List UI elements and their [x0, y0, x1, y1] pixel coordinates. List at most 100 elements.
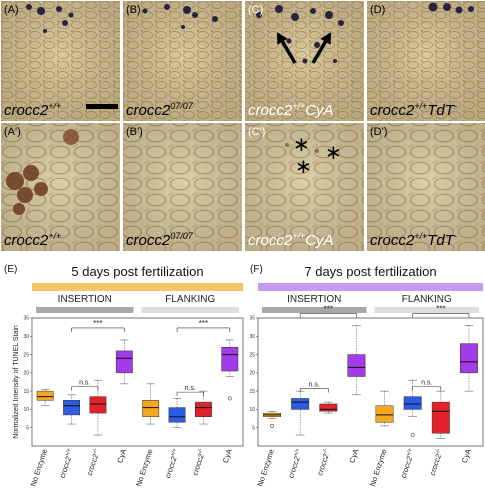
tunel-stain-dot [43, 29, 47, 33]
genotype-label: crocc2+/+TdT- [370, 101, 457, 119]
category-label: crocc2+/+ [286, 447, 304, 479]
outlier-point [410, 433, 415, 437]
panel-label: (D') [370, 126, 387, 138]
box-iqr [431, 401, 450, 434]
tunel-stain-dot [164, 4, 170, 10]
section-label: INSERTION [287, 294, 341, 305]
panel-label: (B') [126, 126, 143, 138]
asterisk-icon: ∗ [295, 156, 312, 178]
box-2 [89, 379, 107, 436]
tunel-stain-dot [34, 182, 48, 196]
timepoint-header-bar [32, 283, 243, 291]
micrograph-panel: (C) crocc2+/+CyA [245, 1, 364, 121]
tunel-stain-dot [468, 6, 474, 12]
genotype-label: crocc207/07 [126, 101, 194, 119]
box-3 [115, 339, 133, 385]
box-chart: (F) 7 days post fertilization 5 10 15 20 25 30 3… [249, 264, 484, 488]
category-label: No Enzyme [255, 448, 276, 488]
box-iqr [375, 405, 394, 423]
comparison-bracket: *** [71, 319, 125, 332]
box-iqr [115, 350, 133, 374]
category-label: CyA [460, 448, 473, 464]
box-2 [431, 390, 450, 439]
tunel-stain-dot [183, 6, 191, 14]
section-bar [141, 307, 239, 313]
tunel-stain-dot [6, 172, 24, 190]
ns-label: n.s. [79, 380, 90, 387]
tunel-stain-dot [68, 12, 74, 18]
box-1 [291, 390, 310, 436]
scale-bar [86, 104, 118, 109]
category-label: crocc2-/- [85, 448, 102, 477]
category-label: crocc2+/+ [163, 447, 181, 479]
box-iqr [221, 347, 239, 372]
category-label: No Enzyme [368, 448, 389, 488]
box-iqr [459, 343, 478, 374]
micrograph-panel: (A') crocc2+/+ [1, 123, 120, 251]
box-iqr [63, 400, 80, 416]
panel-label: (A') [4, 126, 21, 138]
tunel-stain-dot [428, 2, 438, 12]
tunel-stain-dot [23, 165, 39, 181]
comparison-bracket: n.s. [71, 380, 99, 391]
micrograph-panel: ∗ ∗∗(C')crocc2+/+CyA [245, 123, 364, 251]
box-iqr [36, 390, 54, 401]
y-tick-label: 10 [249, 407, 255, 413]
micrograph-panel: (D') crocc2+/+TdT- [367, 123, 485, 251]
comparison-bracket: n.s. [176, 385, 204, 397]
tunel-stain-dot [443, 3, 451, 11]
tunel-stain-dot [192, 12, 198, 18]
micrograph-panel: (A) crocc2+/+ [1, 1, 120, 121]
micrograph-panel: (D) crocc2+/+TdT- [367, 1, 485, 121]
tunel-stain-dot [291, 13, 299, 21]
tunel-stain-dot [338, 20, 344, 26]
y-tick-label: 20 [23, 371, 29, 377]
tunel-stain-dot [310, 8, 316, 14]
comparison-bracket: *** [176, 319, 231, 332]
chart-panel-label: (E) [4, 264, 17, 275]
section-bar [262, 307, 367, 313]
genotype-label: crocc2+/+ [4, 101, 61, 119]
outlier-point [227, 396, 232, 401]
y-tick-label: 5 [252, 425, 255, 431]
category-label: crocc2+/+ [399, 447, 417, 479]
box-chart: (E) 5 days post fertilization 5 10 15 20 25 30 3… [4, 264, 244, 488]
box-3 [347, 325, 366, 396]
significance-label: *** [436, 304, 445, 313]
micrograph-panel: (B) crocc207/07 [123, 1, 242, 121]
section-label: FLANKING [402, 294, 452, 305]
box-2 [195, 390, 212, 425]
category-label: crocc2-/- [315, 448, 332, 477]
asterisk-icon: ∗ [293, 134, 310, 156]
y-tick-label: 15 [249, 389, 255, 395]
tunel-stain-dot [325, 11, 333, 19]
panel-label: (A) [4, 4, 19, 16]
box-0 [36, 389, 54, 407]
comparison-bracket: n.s. [299, 381, 329, 393]
tunel-stain-dot [13, 203, 25, 215]
ns-label: n.s. [185, 385, 196, 392]
category-label: No Enzyme [134, 448, 155, 488]
category-label: CyA [347, 448, 360, 464]
significance-label: *** [324, 304, 333, 313]
y-tick-label: 35 [23, 316, 29, 322]
category-label: No Enzyme [29, 448, 50, 488]
tunel-stain-dot [37, 7, 45, 15]
timepoint-header-bar [258, 283, 483, 291]
box-iqr [319, 403, 338, 412]
box-iqr [89, 396, 107, 414]
tunel-stain-dot [26, 4, 32, 10]
chart-title: 7 days post fertilization [304, 264, 436, 279]
box-1 [168, 398, 186, 429]
panel-label: (B) [126, 4, 141, 16]
outlier-point [270, 423, 274, 428]
box-3 [221, 339, 239, 401]
genotype-label: crocc2+/+CyA [248, 101, 334, 119]
box-iqr [195, 401, 212, 417]
box-iqr [142, 400, 160, 417]
category-label: crocc2+/+ [58, 447, 76, 479]
y-tick-label: 15 [23, 389, 29, 395]
comparison-bracket: *** [299, 304, 357, 318]
tunel-stain-dot [62, 20, 68, 26]
